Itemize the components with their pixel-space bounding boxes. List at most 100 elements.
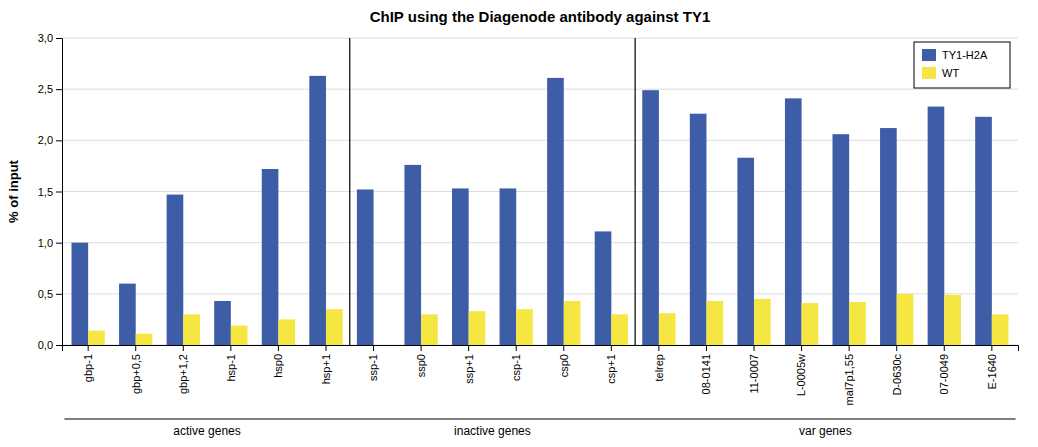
tick-label: gbp-1 [82,354,94,382]
tick-mark [944,345,945,351]
tick-label: hsp0 [272,354,284,378]
bar [849,302,866,345]
bar [928,107,945,345]
group-bracket [64,419,349,420]
axis-line [56,39,63,346]
tick-mark [183,345,184,351]
tick: csp-1 [510,345,522,381]
bar [611,314,628,345]
plot: 0,00,51,01,52,02,53,0gbp-1gbp+0,5gbp+1,2… [38,32,1019,438]
group-label: active genes [173,424,240,438]
bar [404,165,421,345]
grid-line [62,89,1018,90]
tick-mark [373,345,374,351]
tick: 07-0049 [938,345,950,394]
tick-label: 1,5 [38,186,53,198]
legend-swatch [922,49,936,61]
bar [897,294,914,345]
legend-item: WT [922,67,959,79]
title: ChIP using the Diagenode antibody agains… [370,8,711,25]
bar [802,303,819,345]
tick-mark [88,345,89,351]
y-axis: 0,00,51,01,52,02,53,0 [38,32,63,351]
bar [595,231,612,345]
group-bracket [635,419,1015,420]
bar [547,78,564,345]
tick: csp0 [558,345,570,377]
tick-label: 0,0 [38,339,53,351]
tick-mark [56,243,62,244]
tick: 2,0 [38,134,62,146]
bar [452,188,469,345]
bar [88,331,105,345]
bar [944,295,961,345]
tick: 0,0 [38,339,62,351]
tick-label: csp-1 [510,354,522,381]
bar [326,309,343,345]
bar [214,301,231,345]
bar [231,326,248,345]
tick: D-0630c [891,345,903,396]
bar [833,134,850,345]
tick-mark [991,345,992,351]
tick-mark [421,345,422,351]
tick-label: 3,0 [38,32,53,44]
bar [136,334,153,345]
bar [309,76,326,345]
grid-line [62,242,1018,243]
grid-line [62,191,1018,192]
bar [880,128,897,345]
tick-mark [56,192,62,193]
tick-label: 07-0049 [938,354,950,394]
bar [278,319,295,345]
bar [374,345,391,346]
tick-label: E-1640 [986,354,998,389]
tick: 0,5 [38,288,62,300]
tick-mark [56,294,62,295]
tick-mark [135,345,136,351]
tick: 2,5 [38,83,62,95]
tick-label: ssp0 [415,354,427,377]
group-divider [635,38,636,345]
bar [690,114,707,345]
bar [421,314,438,345]
bar [500,188,517,345]
tick-label: gbp+0,5 [130,354,142,394]
bar [706,301,723,345]
tick-mark [468,345,469,351]
bar [167,195,184,345]
tick-label: hsp+1 [320,354,332,384]
tick: ssp-1 [367,345,379,381]
bar-series [72,76,992,345]
bar [737,158,754,345]
tick: 1,5 [38,186,62,198]
tick: hsp-1 [225,345,237,382]
x-axis: gbp-1gbp+0,5gbp+1,2hsp-1hsp0hsp+1ssp-1ss… [63,345,1019,405]
tick-label: ssp+1 [463,354,475,384]
bar [119,284,136,345]
group-divider [349,38,350,345]
bar [564,301,581,345]
group-dividers [350,38,635,345]
chart: 0,00,51,01,52,02,53,0gbp-1gbp+0,5gbp+1,2… [0,0,1038,447]
bar [785,98,802,345]
tick-label: mal7p1,55 [843,354,855,405]
grid-line [62,140,1018,141]
tick-label: csp0 [558,354,570,377]
tick-mark [754,345,755,351]
tick-label: 08-0141 [700,354,712,394]
tick-label: L-0005w [795,354,807,396]
y-axis-title: % of input [6,159,21,222]
tick-mark [325,345,326,351]
tick-label: hsp-1 [225,354,237,382]
group-bracket [350,419,635,420]
legend: TY1-H2AWT [914,42,1010,88]
tick: telrep [653,345,665,382]
bar [72,243,89,345]
tick-mark [658,345,659,351]
tick: 3,0 [38,32,62,44]
tick-mark [230,345,231,351]
tick-mark [516,345,517,351]
tick: mal7p1,55 [843,345,855,405]
tick-label: 2,0 [38,134,53,146]
